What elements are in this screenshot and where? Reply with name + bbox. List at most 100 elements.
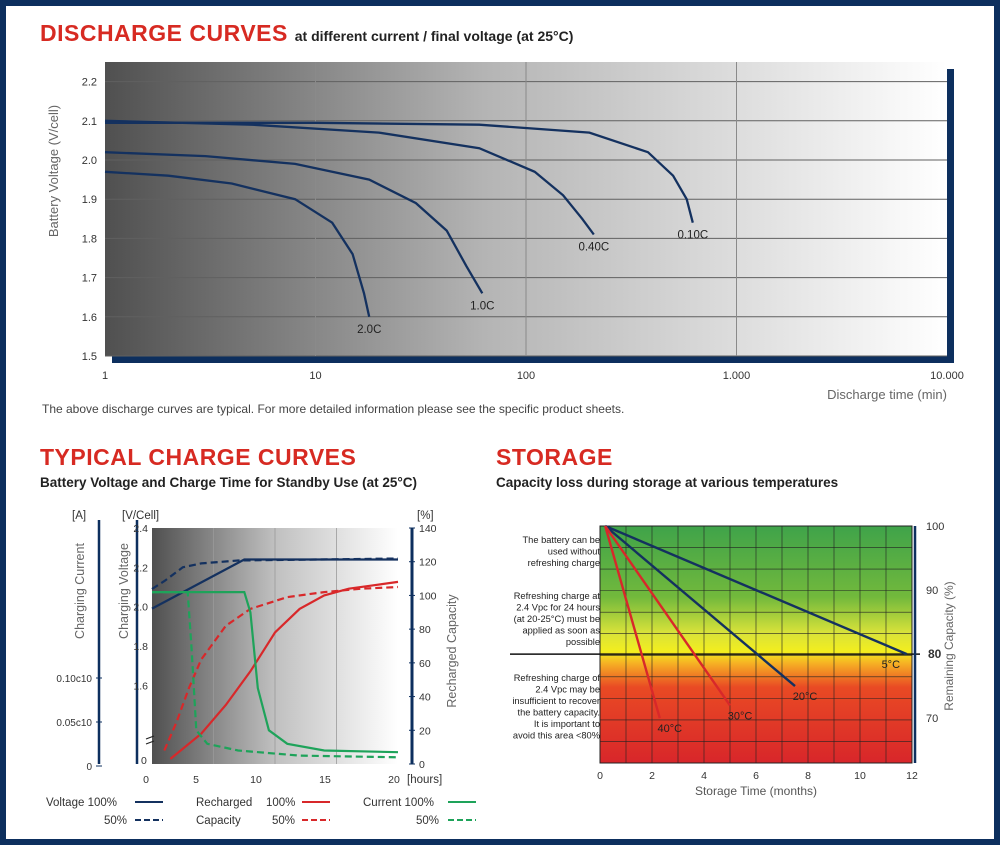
current-tick-label: 0 [86,762,92,773]
x-tick-label: 10 [854,770,866,782]
voltage-tick-label: 2.4 [133,523,148,535]
discharge-chart: 1.5 1.6 1.7 1.8 1.9 2.0 2.1 2.2 1 10 100 1.000 10.00… [46,62,964,402]
storage-note-line: refreshing charge [528,558,600,568]
curve-label: 2.0C [357,324,381,336]
x-tick-label: 15 [319,774,331,786]
series-recharged-capacity-100- [169,580,399,760]
charge-subtitle: Battery Voltage and Charge Time for Stan… [40,475,417,490]
curve-label: 1.0C [470,300,494,312]
x-tick-label: 0 [143,774,149,786]
y-tick-label: 80 [928,647,942,661]
storage-note-line: possible [566,637,600,647]
storage-note-line: (at 20-25°C) must be [514,614,600,624]
line-30c [604,525,731,707]
capacity-tick-label: 0 [419,759,425,771]
x-tick-label: 8 [805,770,811,782]
voltage-axis-label: Charging Voltage [117,543,131,639]
y-tick-label: 2.1 [82,116,97,128]
legend-voltage-50: 50% [104,815,127,827]
voltage-tick-label: 2.0 [133,602,148,614]
capacity-tick-label: 100 [419,590,437,602]
storage-note-line: the battery capacity. [517,708,600,718]
x-tick-label: 10.000 [930,370,964,382]
y-tick-label: 1.5 [82,351,97,363]
capacity-tick-label: 120 [419,557,437,569]
x-tick-label: 4 [701,770,707,782]
y-tick-label: 1.7 [82,273,97,285]
capacity-tick-label: 20 [419,725,431,737]
x-tick-label: 2 [649,770,655,782]
y-axis-label: Battery Voltage (V/cell) [46,105,61,237]
capacity-unit: [%] [417,510,434,522]
capacity-tick-label: 40 [419,692,431,704]
voltage-tick-label: 1.6 [133,680,148,692]
voltage-unit: [V/Cell] [122,510,159,522]
x-tick-label: 1 [102,370,108,382]
curve-label: 0.10C [677,230,708,242]
x-axis-label: Storage Time (months) [695,784,817,798]
line-label: 30°C [728,710,753,722]
curve-label: 0.40C [578,241,609,253]
capacity-tick-label: 140 [419,523,437,535]
line-label: 5°C [882,659,901,671]
x-axis-label: Discharge time (min) [827,387,947,402]
x-tick-label: 10 [309,370,321,382]
voltage-tick-label: 1.8 [133,641,148,653]
y-tick-label: 70 [926,713,938,725]
line-5c [604,524,908,656]
y-tick-label: 90 [926,585,938,597]
storage-note-line: Refreshing charge of [514,673,601,683]
x-tick-label: 5 [193,774,199,786]
storage-note-line: insufficient to recover [512,696,600,706]
series-recharged-capacity-50- [163,585,399,751]
line-label: 20°C [793,691,818,703]
series-current-50- [152,591,399,759]
x-tick-label: 1.000 [723,370,751,382]
x-tick-label: 20 [388,774,400,786]
charge-title: TYPICAL CHARGE CURVES [40,444,357,470]
y-tick-label: 2.2 [82,77,97,89]
legend-current-50: 50% [416,815,439,827]
y-tick-label: 1.8 [82,233,97,245]
storage-note-line: 2.4 Vpc may be [535,685,600,695]
y-tick-label: 1.9 [82,194,97,206]
y-tick-label: 1.6 [82,312,97,324]
x-tick-label: 12 [906,770,918,782]
current-tick-label: 0.10c10 [56,674,92,685]
storage-subtitle: Capacity loss during storage at various … [496,475,839,490]
storage-note-line: 2.4 Vpc for 24 hours [516,603,600,613]
capacity-tick-label: 80 [419,624,431,636]
legend-capacity-50: 50% [272,815,295,827]
voltage-zero-label: 0 [141,755,147,767]
legend-current-100: Current 100% [363,797,434,809]
storage-chart: 70 80 90 100 Remaining Capacity (%) 0 2 4 6 8 10 12… [510,521,956,798]
storage-note-line: used without [548,547,601,557]
legend-voltage-100: Voltage 100% [46,797,117,809]
legend-capacity-100: 100% [266,797,295,809]
curve-0.10C [105,121,694,223]
storage-note-line: avoid this area <80% [513,731,600,741]
series-current-100- [152,591,399,754]
y-axis-label: Remaining Capacity (%) [942,581,956,710]
legend-recharged-label: Recharged [196,797,252,809]
voltage-tick-label: 2.2 [133,562,148,574]
discharge-note: The above discharge curves are typical. … [42,402,625,416]
storage-note-line: Refreshing charge at [514,591,601,601]
x-axis-unit: [hours] [407,774,442,786]
discharge-title: DISCHARGE CURVES at different current / … [40,20,574,46]
series-voltage-50- [151,557,399,590]
y-tick-label: 2.0 [82,155,97,167]
current-axis-label: Charging Current [73,543,87,639]
line-40c [604,525,661,719]
curve-0.40C [104,119,595,236]
capacity-tick-label: 60 [419,658,431,670]
page: DISCHARGE CURVES at different current / … [6,6,994,839]
capacity-axis-label: Recharged Capacity [445,594,459,708]
charge-chart: 0 5 10 15 20 [hours] 0 20 40 60 80 100 120 140[%] Rech… [46,510,476,827]
curve-2.0C [104,170,371,318]
x-tick-label: 100 [517,370,535,382]
x-tick-label: 10 [250,774,262,786]
storage-note-line: It is important to [534,719,600,729]
axis-break-icon [145,735,155,745]
storage-note-line: The battery can be [522,535,600,545]
